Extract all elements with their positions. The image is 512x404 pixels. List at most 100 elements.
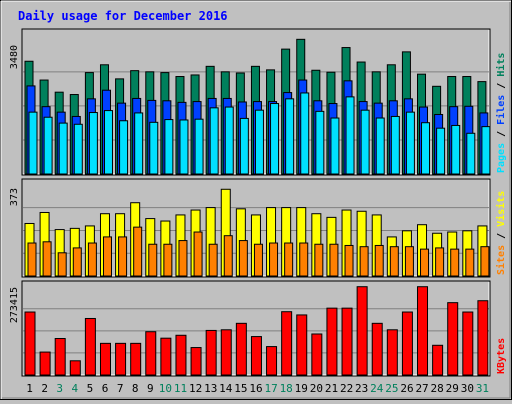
bar-sites-day-24 — [374, 244, 384, 277]
x-tick-label: 26 — [400, 382, 413, 395]
x-tick-label: 11 — [174, 382, 187, 395]
bar-sites-day-15 — [238, 240, 248, 277]
bar-pages-day-6 — [103, 110, 113, 175]
x-tick-label: 27 — [415, 382, 428, 395]
bar-pages-day-9 — [149, 121, 159, 175]
bar-kbytes-day-16 — [250, 336, 262, 376]
bar-kbytes-day-7 — [115, 342, 127, 376]
panel-visits-sites: 373 Sites / Visits — [9, 178, 507, 278]
legend-item: Files — [495, 95, 507, 125]
bar-kbytes-day-30 — [462, 311, 474, 376]
bar-kbytes-day-12 — [190, 347, 202, 376]
bar-sites-day-3 — [57, 252, 67, 277]
bar-sites-day-21 — [329, 243, 339, 277]
x-tick-label: 15 — [234, 382, 247, 395]
bar-kbytes-day-28 — [432, 344, 444, 376]
x-tick-label: 31 — [476, 382, 489, 395]
bar-kbytes-day-25 — [386, 329, 398, 376]
bar-sites-day-13 — [208, 243, 218, 277]
bar-kbytes-day-8 — [130, 342, 142, 376]
bar-kbytes-day-20 — [311, 333, 323, 376]
x-tick-label: 28 — [431, 382, 444, 395]
panel-hits-files-pages: 3480 Pages / Files / Hits — [9, 28, 507, 176]
bar-pages-day-2 — [43, 116, 53, 175]
bar-kbytes-day-22 — [341, 307, 353, 376]
y-max-label: 3480 — [9, 45, 20, 69]
x-axis-labels: 1 2 3 4 5 6 7 8 9 10 11 12 13 14 15 16 17 18 19 20 21 22 23 24 2… — [26, 382, 489, 395]
x-tick-label: 19 — [295, 382, 308, 395]
bar-pages-day-26 — [405, 111, 415, 175]
bar-kbytes-day-9 — [145, 331, 157, 376]
bar-pages-day-10 — [164, 119, 174, 175]
bar-pages-day-23 — [360, 109, 370, 175]
bar-kbytes-day-29 — [447, 302, 459, 376]
x-tick-label: 4 — [72, 382, 79, 395]
panel-legend: Pages / Files / Hits — [495, 53, 507, 173]
x-tick-label: 22 — [340, 382, 353, 395]
bar-pages-day-25 — [390, 115, 400, 175]
bar-sites-day-19 — [299, 242, 309, 277]
bar-pages-day-27 — [421, 122, 431, 175]
panel-legend: KBytes — [496, 338, 507, 374]
bar-sites-day-17 — [269, 242, 279, 277]
x-tick-label: 30 — [461, 382, 474, 395]
bar-pages-day-19 — [300, 92, 310, 175]
legend-item: Pages — [496, 143, 507, 173]
bar-sites-day-6 — [102, 236, 112, 277]
x-tick-label: 13 — [204, 382, 217, 395]
legend-item: / — [496, 77, 507, 95]
bar-kbytes-day-27 — [417, 286, 429, 376]
bar-sites-day-26 — [404, 246, 414, 277]
x-tick-label: 5 — [87, 382, 94, 395]
bar-kbytes-day-26 — [401, 311, 413, 376]
chart-title: Daily usage for December 2016 — [18, 9, 228, 23]
bar-pages-day-28 — [436, 127, 446, 175]
panel-legend: Sites / Visits — [495, 191, 507, 275]
bar-sites-day-29 — [450, 248, 460, 277]
bar-pages-day-4 — [73, 123, 83, 175]
bar-sites-day-14 — [223, 235, 233, 277]
bar-pages-day-8 — [134, 112, 144, 175]
bar-pages-day-30 — [466, 132, 476, 175]
x-tick-label: 20 — [310, 382, 323, 395]
bar-kbytes-day-6 — [99, 342, 111, 376]
x-tick-label: 21 — [325, 382, 338, 395]
bar-sites-day-2 — [42, 241, 52, 277]
bar-pages-day-21 — [330, 117, 340, 175]
bar-kbytes-day-21 — [326, 307, 338, 376]
x-tick-label: 25 — [385, 382, 398, 395]
x-tick-label: 6 — [102, 382, 109, 395]
bar-sites-day-16 — [253, 243, 263, 277]
bar-sites-day-10 — [163, 243, 173, 277]
bar-kbytes-day-14 — [220, 329, 232, 376]
bar-pages-day-11 — [179, 119, 189, 175]
bar-sites-day-23 — [359, 246, 369, 277]
x-tick-label: 10 — [159, 382, 172, 395]
bar-pages-day-5 — [88, 112, 98, 175]
bar-kbytes-day-31 — [477, 300, 489, 376]
bar-kbytes-day-1 — [24, 311, 36, 376]
bar-sites-day-4 — [72, 247, 82, 277]
panel-kbytes: 273415 KBytes — [9, 280, 507, 377]
bar-pages-day-17 — [270, 103, 280, 175]
bar-kbytes-day-15 — [235, 322, 247, 376]
bar-pages-day-13 — [209, 107, 219, 175]
bar-kbytes-day-2 — [39, 351, 51, 376]
bar-pages-day-15 — [239, 117, 249, 175]
bar-sites-day-9 — [148, 243, 158, 277]
y-max-label: 373 — [9, 188, 20, 206]
bar-sites-day-27 — [420, 248, 430, 277]
bar-sites-day-11 — [178, 240, 188, 277]
legend-item: / — [496, 125, 507, 143]
x-tick-label: 24 — [370, 382, 384, 395]
x-tick-label: 18 — [280, 382, 293, 395]
bar-pages-day-16 — [254, 109, 264, 175]
legend-item: KBytes — [496, 338, 507, 374]
x-tick-label: 9 — [147, 382, 154, 395]
x-tick-label: 23 — [355, 382, 368, 395]
y-max-label: 273415 — [9, 287, 20, 323]
bar-pages-day-31 — [481, 126, 491, 175]
bar-kbytes-day-17 — [266, 346, 278, 376]
